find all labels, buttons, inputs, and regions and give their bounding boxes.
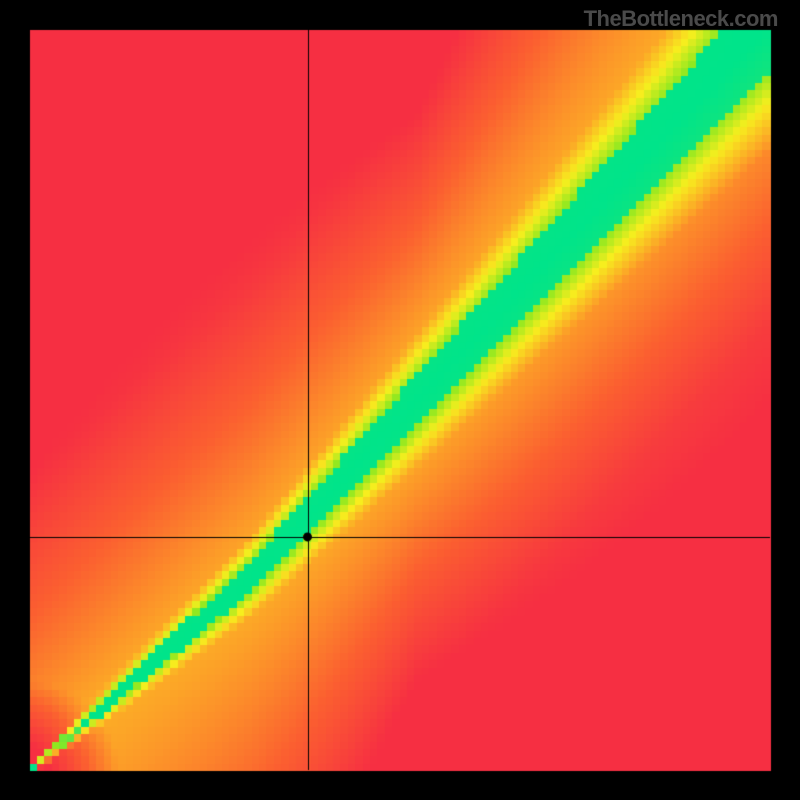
bottleneck-heatmap [0, 0, 800, 800]
chart-container: TheBottleneck.com [0, 0, 800, 800]
watermark-text: TheBottleneck.com [584, 6, 778, 32]
